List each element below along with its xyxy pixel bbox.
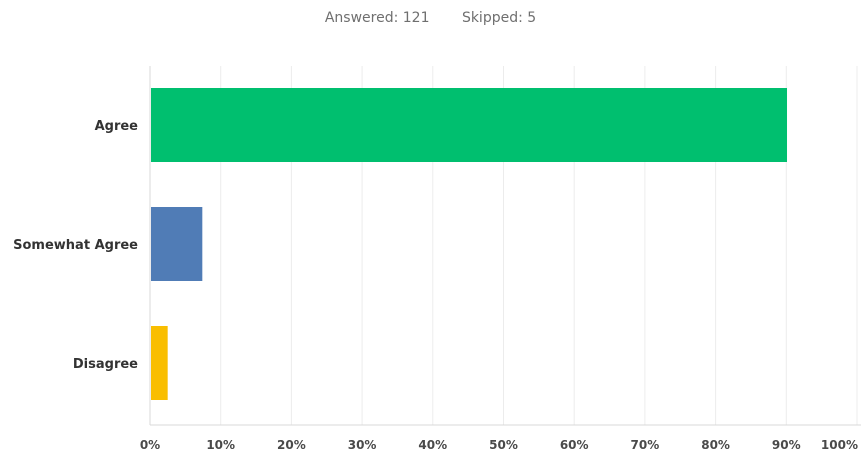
- x-tick-label: 0%: [140, 438, 160, 452]
- x-tick-label: 70%: [631, 438, 660, 452]
- category-label: Somewhat Agree: [13, 238, 138, 253]
- category-label: Disagree: [73, 357, 138, 372]
- bars: [151, 88, 788, 400]
- category-label: Agree: [95, 119, 139, 134]
- x-tick-label: 30%: [348, 438, 377, 452]
- x-tick-label: 100%: [821, 438, 858, 452]
- skipped-count: Skipped: 5: [461, 10, 537, 26]
- x-tick-label: 60%: [560, 438, 589, 452]
- x-tick-label: 20%: [277, 438, 306, 452]
- answered-count: Answered: 121: [324, 10, 430, 26]
- x-tick-label: 40%: [418, 438, 447, 452]
- bar-somewhat-agree: [151, 207, 203, 281]
- x-tick-label: 90%: [772, 438, 801, 452]
- x-tick-label: 50%: [489, 438, 518, 452]
- x-tick-label: 10%: [206, 438, 235, 452]
- x-tick-label: 80%: [701, 438, 730, 452]
- x-tick-labels: 0% 10% 20% 30% 40% 50% 60% 70% 80% 90% 100%: [140, 438, 858, 452]
- response-summary: Answered: 121 Skipped: 5: [0, 10, 861, 26]
- bar-disagree: [151, 326, 168, 400]
- category-labels: Agree Somewhat Agree Disagree: [13, 119, 138, 372]
- bar-agree: [151, 88, 788, 162]
